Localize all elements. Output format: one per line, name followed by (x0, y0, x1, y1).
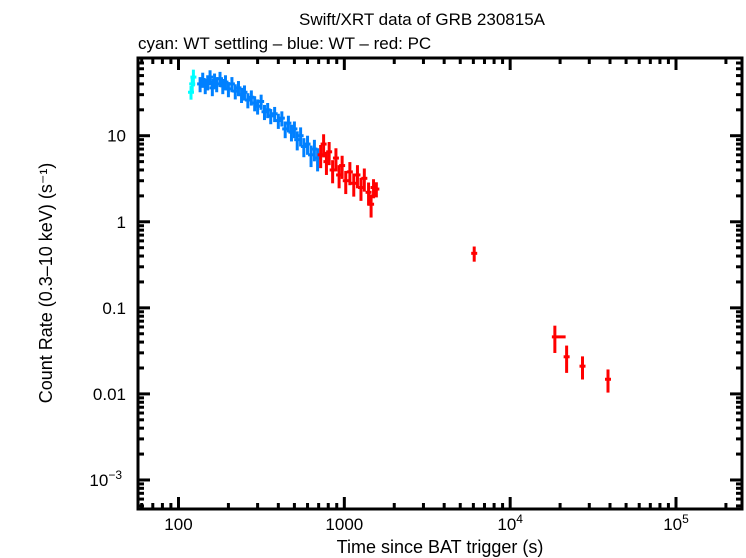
data-point-wt (285, 115, 292, 133)
y-tick-label: 0.1 (102, 299, 126, 318)
data-point-wt (228, 77, 235, 93)
chart-title: Swift/XRT data of GRB 230815A (299, 10, 546, 29)
data-point-pc (326, 142, 333, 166)
tick-labels: 100 1000 104 105 10 1 0.1 0.01 10−3 (89, 127, 689, 534)
data-point-pc (320, 134, 327, 158)
data-point-pc (332, 148, 339, 172)
data-point-pc (579, 356, 586, 380)
data-point-pc (368, 194, 375, 218)
data-point-pc (563, 345, 570, 373)
y-tick-label: 0.01 (93, 385, 126, 404)
x-tick-label: 105 (663, 512, 689, 534)
data-point-pc (361, 168, 368, 192)
data-point-wt (291, 121, 298, 139)
data-point-pc (373, 182, 380, 198)
data-point-wt (275, 113, 282, 129)
data-point-wt (271, 106, 278, 123)
data-point-wt (278, 111, 285, 127)
data-point-wt (267, 109, 274, 125)
data-point-pc (350, 173, 357, 197)
data-point-wt (297, 127, 304, 147)
x-tick-label: 100 (164, 515, 192, 534)
y-tick-label: 1 (117, 213, 126, 232)
data-point-pc (551, 325, 566, 353)
data-point-pc (471, 246, 478, 262)
data-point-wt-settling (190, 69, 197, 87)
y-axis-label: Count Rate (0.3–10 keV) (s⁻¹) (36, 163, 56, 404)
y-tick-label: 10 (107, 127, 126, 146)
x-tick-label: 1000 (325, 515, 363, 534)
x-tick-label: 104 (497, 512, 523, 534)
x-axis-label: Time since BAT trigger (s) (337, 537, 544, 557)
data-point-wt (241, 85, 248, 101)
chart-subtitle: cyan: WT settling – blue: WT – red: PC (138, 34, 431, 53)
data-point-pc (342, 170, 349, 195)
data-point-wt (254, 99, 261, 115)
data-point-wt (225, 82, 232, 98)
data-point-wt (304, 135, 311, 155)
data-point-pc (605, 369, 612, 393)
data-point-wt (300, 138, 307, 158)
axis-ticks (138, 56, 742, 509)
data-point-pc (346, 162, 353, 186)
data-point-pc (354, 165, 361, 189)
data-point-pc (365, 182, 372, 206)
data-point-wt (258, 94, 265, 110)
data-point-wt (207, 70, 214, 86)
data-point-pc (339, 155, 346, 179)
plot-frame (136, 56, 744, 511)
data-points (188, 69, 612, 393)
y-tick-label: 10−3 (89, 468, 122, 490)
